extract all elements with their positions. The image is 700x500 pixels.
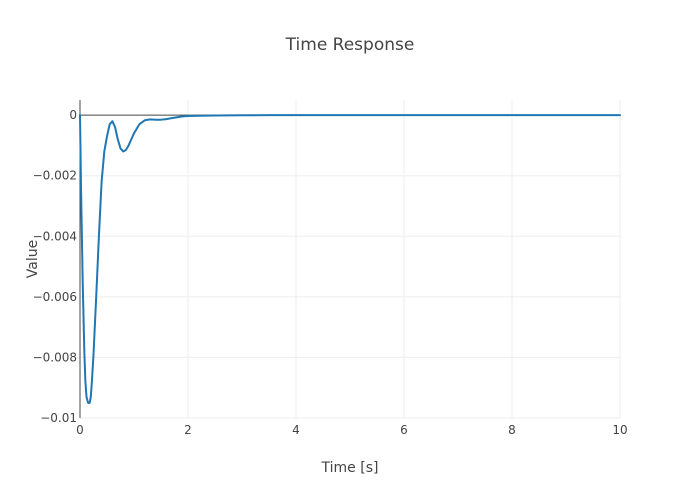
gridlines (80, 100, 621, 419)
x-tick-label: 6 (400, 423, 408, 437)
series-line (79, 114, 621, 404)
y-axis-label: Value (25, 240, 41, 278)
x-tick-label: 8 (508, 423, 516, 437)
chart-title: Time Response (285, 35, 415, 55)
y-tick-label: −0.004 (33, 229, 77, 243)
y-tick-label: −0.006 (33, 290, 77, 304)
y-tick-label: −0.002 (33, 169, 77, 183)
y-tick-label: −0.008 (33, 350, 77, 364)
x-tick-label: 0 (76, 423, 84, 437)
y-tick-label: −0.01 (40, 411, 77, 425)
tick-labels: 0 2 4 6 8 10 0 −0.002 −0.004 −0.006 −0.008 −0.01 (33, 108, 628, 437)
x-axis-label: Time [s] (321, 460, 379, 476)
x-tick-label: 2 (184, 423, 192, 437)
x-tick-label: 4 (292, 423, 300, 437)
x-tick-label: 10 (612, 423, 627, 437)
y-tick-label: 0 (69, 108, 77, 122)
series-layer (79, 114, 621, 404)
